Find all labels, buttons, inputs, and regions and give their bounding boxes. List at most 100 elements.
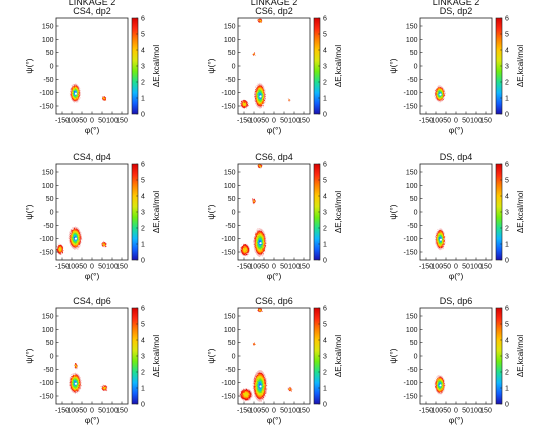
- y-tick-label: -150: [403, 250, 417, 257]
- colorbar-tick-label: 1: [323, 96, 327, 103]
- y-tick-label: -150: [403, 394, 417, 401]
- heatmap-panel: -150-100-50 0 50 100150150100500-50-100-150…: [24, 296, 161, 425]
- colorbar-tick-label: 3: [141, 64, 145, 71]
- y-axis-label: ψ(°): [388, 204, 398, 219]
- colorbar-tick-label: 1: [141, 386, 145, 393]
- colorbar-tick-label: 2: [141, 80, 145, 87]
- plot-frame: [237, 17, 311, 115]
- colorbar-tick-label: 3: [323, 210, 327, 217]
- colorbar-tick-label: 5: [505, 178, 509, 185]
- colorbar-tick-label: 6: [505, 162, 509, 169]
- colorbar-tick-label: 3: [505, 210, 509, 217]
- x-tick-label: -100: [65, 264, 79, 271]
- energy-well: [241, 244, 249, 256]
- x-axis-label: φ(°): [267, 125, 282, 135]
- y-tick-label: -50: [225, 77, 235, 84]
- y-tick-label: -150: [39, 104, 53, 111]
- x-tick-label: -50: [259, 408, 269, 415]
- x-axis-label: φ(°): [449, 415, 464, 425]
- global-minimum-marker: [439, 93, 442, 96]
- colorbar-tick-label: 0: [323, 258, 327, 265]
- y-tick-label: 100: [406, 327, 418, 334]
- y-tick-label: 100: [224, 327, 236, 334]
- linkage-header: LINKAGE 2: [69, 0, 116, 7]
- y-tick-label: -150: [221, 394, 235, 401]
- colorbar-tick-label: 4: [505, 338, 509, 345]
- y-tick-label: 100: [224, 37, 236, 44]
- x-axis-label: φ(°): [85, 415, 100, 425]
- x-tick-label: 150: [480, 408, 492, 415]
- panel-title: CS4, dp6: [73, 296, 111, 306]
- energy-well: [74, 363, 78, 369]
- x-tick-label: -50: [77, 408, 87, 415]
- x-tick-label: 100: [106, 264, 118, 271]
- x-tick-label: 0: [272, 408, 276, 415]
- y-axis-label: ψ(°): [24, 204, 34, 219]
- y-tick-label: 0: [232, 64, 236, 71]
- panel-title: CS6, dp4: [255, 152, 293, 162]
- colorbar-tick-label: 5: [323, 178, 327, 185]
- y-tick-label: 150: [406, 24, 418, 31]
- plot-frame: [419, 307, 493, 405]
- energy-well: [288, 99, 290, 102]
- y-tick-label: 150: [42, 314, 54, 321]
- x-tick-label: 0: [454, 118, 458, 125]
- y-tick-label: -100: [221, 236, 235, 243]
- colorbar-tick-label: 6: [323, 16, 327, 23]
- panel-title: CS4, dp2: [73, 6, 111, 16]
- x-tick-label: 50: [462, 408, 470, 415]
- y-tick-label: -100: [403, 380, 417, 387]
- x-tick-label: 100: [106, 408, 118, 415]
- global-minimum-marker: [439, 238, 442, 241]
- plot-frame: [419, 17, 493, 115]
- colorbar-tick-label: 0: [323, 112, 327, 119]
- y-tick-label: 50: [46, 50, 54, 57]
- x-tick-label: 150: [116, 408, 128, 415]
- energy-well: [240, 389, 252, 400]
- colorbar-tick-label: 1: [505, 242, 509, 249]
- y-tick-label: 50: [410, 196, 418, 203]
- x-tick-label: 100: [470, 408, 482, 415]
- colorbar-tick-label: 1: [505, 386, 509, 393]
- colorbar-tick-label: 3: [323, 64, 327, 71]
- panel-title: CS4, dp4: [73, 152, 111, 162]
- energy-well: [253, 342, 255, 346]
- x-tick-label: 0: [272, 264, 276, 271]
- x-tick-label: -50: [441, 118, 451, 125]
- colorbar-tick-label: 0: [323, 402, 327, 409]
- global-minimum-marker: [259, 242, 262, 245]
- x-tick-label: 0: [272, 118, 276, 125]
- y-tick-label: 150: [406, 314, 418, 321]
- y-tick-label: -100: [39, 90, 53, 97]
- colorbar-tick-label: 6: [505, 306, 509, 313]
- colorbar-tick-label: 0: [141, 402, 145, 409]
- x-tick-label: -50: [77, 264, 87, 271]
- y-tick-label: 0: [414, 354, 418, 361]
- x-tick-label: -150: [419, 264, 433, 271]
- y-tick-label: -100: [221, 90, 235, 97]
- colorbar-label: ΔE,kcal/mol: [152, 45, 161, 87]
- y-tick-label: -50: [43, 77, 53, 84]
- panel-title: CS6, dp2: [255, 6, 293, 16]
- y-tick-label: 0: [50, 64, 54, 71]
- colorbar-label: ΔE,kcal/mol: [516, 191, 525, 233]
- colorbar-tick-label: 6: [323, 162, 327, 169]
- x-tick-label: -50: [441, 408, 451, 415]
- colorbar-tick-label: 5: [141, 32, 145, 39]
- energy-well: [252, 198, 256, 204]
- colorbar-tick-label: 1: [323, 242, 327, 249]
- x-tick-label: 100: [288, 408, 300, 415]
- colorbar-tick-label: 2: [323, 226, 327, 233]
- colorbar-tick-label: 4: [505, 194, 509, 201]
- y-axis-label: ψ(°): [388, 348, 398, 363]
- panel-title: CS6, dp6: [255, 296, 293, 306]
- colorbar-tick-label: 1: [141, 96, 145, 103]
- energy-well: [101, 385, 107, 391]
- x-tick-label: 50: [98, 118, 106, 125]
- energy-well: [241, 100, 248, 108]
- colorbar-tick-label: 3: [505, 354, 509, 361]
- heatmap-panel: -150-100-50 0 50 100150150100500-50-100-150…: [206, 152, 343, 281]
- y-tick-label: 150: [42, 170, 54, 177]
- y-tick-label: 0: [50, 210, 54, 217]
